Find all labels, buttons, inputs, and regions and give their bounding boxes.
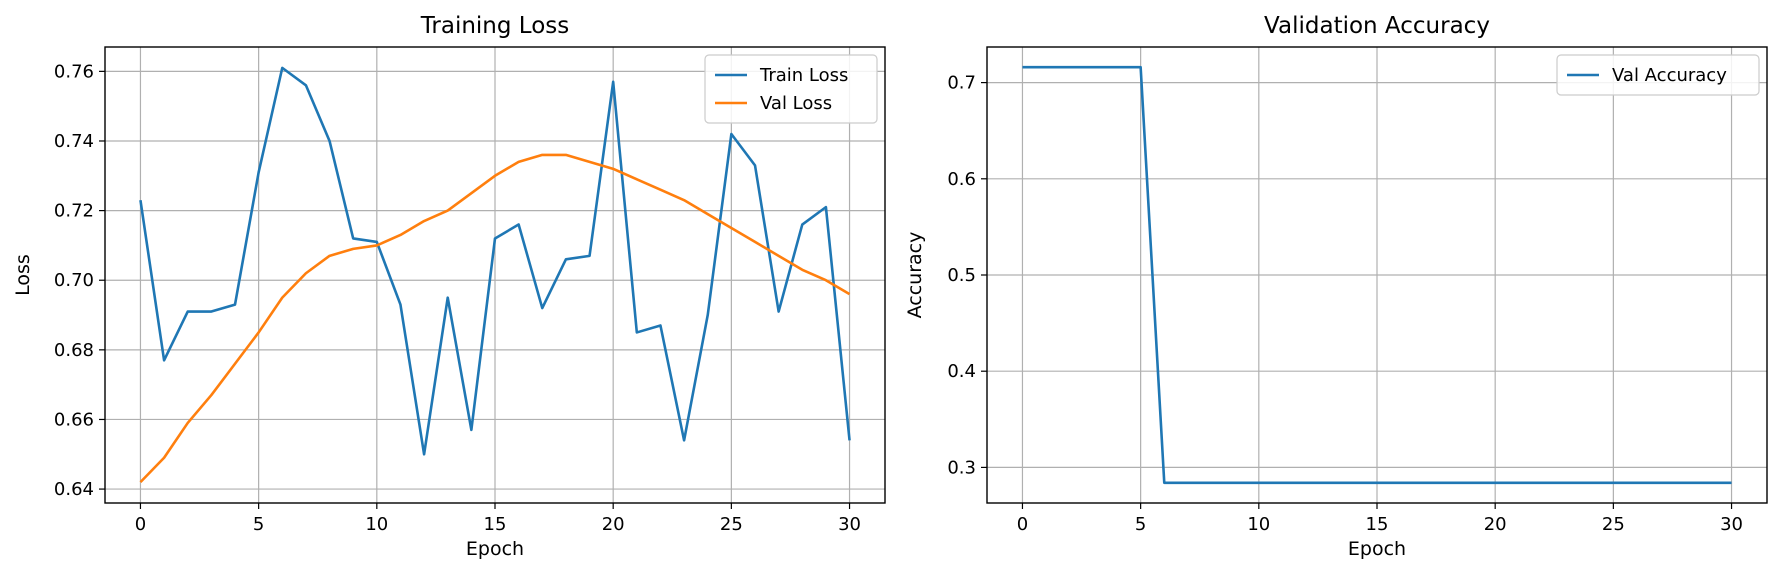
x-tick-label: 30 xyxy=(1720,514,1743,535)
y-tick-label: 0.68 xyxy=(54,340,94,361)
grid xyxy=(987,47,1767,503)
legend-box xyxy=(704,54,878,124)
series-line xyxy=(139,66,851,456)
x-tick-label: 0 xyxy=(1017,514,1028,535)
legend-label: Train Loss xyxy=(759,65,848,86)
x-tick-label: 20 xyxy=(1484,514,1507,535)
y-tick-label: 0.3 xyxy=(947,457,976,478)
chart-title: Training Loss xyxy=(420,13,570,39)
training-loss-panel: Training Loss 0 5 10 15 20 25 30 0.640.660.680… xyxy=(12,13,886,560)
plot-area xyxy=(1022,65,1732,485)
y-tick-label: 0.72 xyxy=(54,201,94,222)
y-axis-label: Accuracy xyxy=(904,232,926,319)
legend-label: Val Accuracy xyxy=(1612,65,1727,86)
x-axis-label: Epoch xyxy=(466,538,524,560)
y-tick-label: 0.74 xyxy=(54,131,94,152)
y-tick-label: 0.66 xyxy=(54,409,94,430)
x-tick-label: 5 xyxy=(253,514,264,535)
legend-label: Val Loss xyxy=(760,93,832,114)
legend: Val Accuracy xyxy=(1556,54,1760,96)
y-tick-label: 0.4 xyxy=(947,361,976,382)
legend: Train Loss Val Loss xyxy=(704,54,878,124)
y-tick-label: 0.7 xyxy=(947,73,976,94)
y-axis: 0.64 0.66 0.68 0.70 0.72 0.74 0.76 xyxy=(54,61,105,500)
series-line xyxy=(139,153,851,484)
x-tick-label: 10 xyxy=(365,514,388,535)
y-axis-label: Loss xyxy=(12,254,34,296)
legend-box xyxy=(1556,54,1760,96)
x-axis: 0 5 10 15 20 25 30 xyxy=(1017,503,1743,535)
x-axis-label: Epoch xyxy=(1348,538,1406,560)
validation-accuracy-panel: Validation Accuracy 0 5 10 15 20 25 30 0.30.40… xyxy=(904,13,1768,560)
y-tick-label: 0.6 xyxy=(947,169,976,190)
x-axis: 0 5 10 15 20 25 30 xyxy=(135,503,861,535)
x-tick-label: 15 xyxy=(1366,514,1389,535)
x-tick-label: 25 xyxy=(720,514,743,535)
y-axis: 0.3 0.4 0.5 0.6 0.7 xyxy=(947,73,987,478)
x-tick-label: 25 xyxy=(1602,514,1625,535)
x-tick-label: 10 xyxy=(1247,514,1270,535)
y-tick-label: 0.76 xyxy=(54,61,94,82)
y-tick-label: 0.5 xyxy=(947,265,976,286)
x-tick-label: 5 xyxy=(1135,514,1146,535)
chart-title: Validation Accuracy xyxy=(1264,13,1490,39)
y-tick-label: 0.70 xyxy=(54,270,94,291)
y-tick-label: 0.64 xyxy=(54,479,94,500)
series-line xyxy=(1022,65,1732,485)
x-tick-label: 0 xyxy=(135,514,146,535)
plot-area xyxy=(139,66,851,484)
x-tick-label: 30 xyxy=(838,514,861,535)
x-tick-label: 15 xyxy=(484,514,507,535)
x-tick-label: 20 xyxy=(602,514,625,535)
